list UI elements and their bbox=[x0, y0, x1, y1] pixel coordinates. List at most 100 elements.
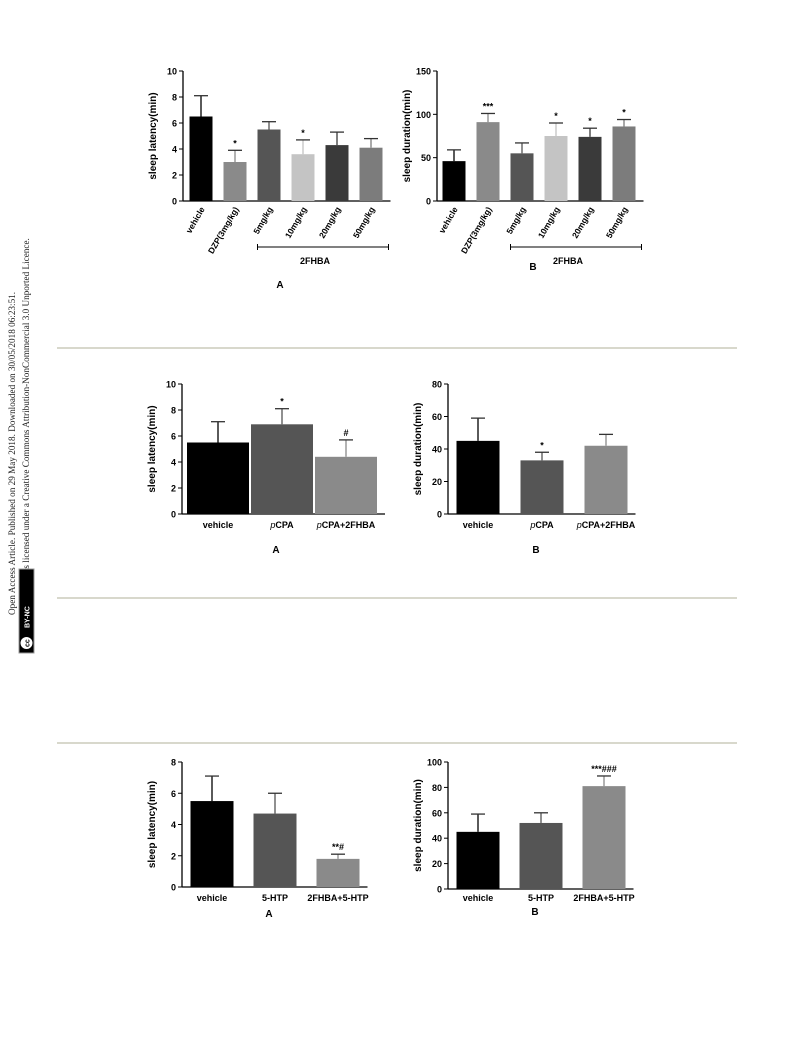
y-tick-label: 0 bbox=[437, 885, 442, 895]
y-axis-label: sleep duration(min) bbox=[402, 90, 413, 183]
x-tick-label: DZP(3mg/kg) bbox=[459, 205, 494, 256]
y-tick-label: 6 bbox=[172, 119, 177, 129]
bar bbox=[257, 129, 281, 201]
significance-marker: # bbox=[343, 428, 348, 438]
x-tick-label: 2FHBA+5-HTP bbox=[307, 893, 368, 903]
x-tick-label: vehicle bbox=[437, 205, 460, 235]
y-tick-label: 80 bbox=[432, 380, 442, 390]
y-tick-label: 2 bbox=[171, 851, 176, 861]
chart-svg: 0 2 4 6 8 10 sleep latency(min) vehicle * DZP(3mg… bbox=[148, 67, 391, 291]
x-tick-label: pCPA+2FHBA bbox=[316, 520, 376, 530]
y-tick-label: 8 bbox=[172, 93, 177, 103]
bar bbox=[442, 161, 466, 201]
y-axis-label: sleep duration(min) bbox=[413, 779, 424, 872]
licence-side-note: Open Access Article. Published on 29 May… bbox=[0, 0, 40, 660]
x-tick-label: vehicle bbox=[184, 205, 207, 235]
y-tick-label: 2 bbox=[171, 484, 176, 494]
y-tick-label: 20 bbox=[432, 477, 442, 487]
bar bbox=[359, 147, 383, 201]
x-tick-label-rest: CPA+2FHBA bbox=[322, 520, 376, 530]
section-divider-2 bbox=[57, 597, 737, 599]
cc-badge-symbol: cc bbox=[25, 639, 32, 647]
x-tick-label-rest: CPA bbox=[275, 520, 294, 530]
panel-label: A bbox=[276, 280, 283, 291]
panel-label: A bbox=[272, 545, 279, 556]
bar bbox=[578, 136, 602, 201]
x-tick-label-rest: CPA bbox=[535, 520, 554, 530]
x-tick-label: 5-HTP bbox=[528, 893, 554, 903]
x-tick-label-italic-p: p bbox=[529, 520, 535, 530]
bar bbox=[582, 786, 626, 889]
chart-latency-5htp: 0 2 4 6 8 sleep latency(min) vehicle 5-HTP **# 2F… bbox=[140, 752, 400, 927]
y-tick-label: 50 bbox=[421, 153, 431, 163]
bar bbox=[189, 116, 213, 201]
y-tick-label: 0 bbox=[171, 510, 176, 520]
bar bbox=[187, 442, 249, 514]
panel-label: B bbox=[531, 907, 538, 918]
significance-marker: * bbox=[588, 116, 592, 126]
bar bbox=[510, 153, 534, 201]
y-tick-label: 40 bbox=[432, 834, 442, 844]
y-tick-label: 100 bbox=[427, 758, 442, 768]
y-tick-label: 150 bbox=[416, 67, 431, 77]
bar bbox=[476, 122, 500, 201]
y-tick-label: 60 bbox=[432, 808, 442, 818]
x-tick-label: DZP(3mg/kg) bbox=[206, 205, 241, 256]
y-axis-label: sleep latency(min) bbox=[147, 781, 158, 868]
chart-latency-pcpa: 0 2 4 6 8 10 sleep latency(min) vehicle * pCPA # pC… bbox=[140, 375, 400, 560]
significance-marker: * bbox=[554, 111, 558, 121]
bar bbox=[519, 822, 563, 889]
bar bbox=[315, 456, 377, 514]
significance-marker: * bbox=[301, 128, 305, 138]
y-tick-label: 40 bbox=[432, 445, 442, 455]
bar bbox=[520, 460, 564, 514]
x-tick-label: vehicle bbox=[463, 520, 494, 530]
chart-duration-pcpa: 0 20 40 60 80 sleep duration(min) vehicle * pCPA… bbox=[410, 375, 660, 560]
x-tick-label-italic-p: p bbox=[576, 520, 582, 530]
y-axis-label: sleep duration(min) bbox=[413, 403, 424, 496]
x-tick-label: 10mg/kg bbox=[536, 205, 562, 240]
y-tick-label: 6 bbox=[171, 789, 176, 799]
panel-label: B bbox=[529, 262, 536, 273]
y-tick-label: 0 bbox=[172, 197, 177, 207]
chart-latency-dose: 0 2 4 6 8 10 sleep latency(min) vehicle * DZP(3mg… bbox=[140, 60, 400, 300]
bar bbox=[251, 424, 313, 514]
bar bbox=[291, 154, 315, 201]
bar bbox=[190, 801, 234, 887]
y-tick-label: 4 bbox=[171, 458, 176, 468]
cc-by-nc-badge[interactable]: cc BY-NC bbox=[18, 568, 35, 654]
licence-line-open-access: Open Access Article. Published on 29 May… bbox=[7, 292, 17, 615]
y-tick-label: 20 bbox=[432, 859, 442, 869]
y-tick-label: 0 bbox=[426, 197, 431, 207]
bar bbox=[612, 126, 636, 201]
y-tick-label: 2 bbox=[172, 171, 177, 181]
bar bbox=[584, 445, 628, 514]
bar bbox=[325, 145, 349, 201]
significance-marker: * bbox=[622, 108, 626, 118]
x-tick-label: 5mg/kg bbox=[504, 205, 528, 236]
y-tick-label: 4 bbox=[172, 145, 177, 155]
x-tick-label: 5mg/kg bbox=[251, 205, 275, 236]
chart-duration-5htp: 0 20 40 60 80 100 sleep duration(min) vehicle 5-… bbox=[410, 752, 660, 927]
chart-svg: 0 20 40 60 80 100 sleep duration(min) vehicle 5-… bbox=[413, 758, 635, 919]
x-tick-label: pCPA bbox=[269, 520, 294, 530]
x-tick-label-italic-p: p bbox=[269, 520, 275, 530]
bar bbox=[544, 136, 568, 201]
chart-duration-dose: 0 50 100 150 sleep duration(min) vehicle *** DZ… bbox=[400, 60, 660, 300]
y-tick-label: 10 bbox=[166, 380, 176, 390]
x-tick-label: 20mg/kg bbox=[570, 205, 596, 240]
cc-badge-label: BY-NC bbox=[25, 606, 32, 628]
y-tick-label: 8 bbox=[171, 406, 176, 416]
y-tick-label: 80 bbox=[432, 783, 442, 793]
chart-svg: 0 2 4 6 8 sleep latency(min) vehicle 5-HTP **# 2F… bbox=[147, 758, 369, 921]
significance-marker: *** bbox=[483, 101, 494, 111]
x-tick-label: 20mg/kg bbox=[317, 205, 343, 240]
y-tick-label: 60 bbox=[432, 412, 442, 422]
bar bbox=[223, 162, 247, 201]
bar bbox=[253, 813, 297, 887]
bar bbox=[456, 831, 500, 889]
y-tick-label: 6 bbox=[171, 432, 176, 442]
x-tick-label: 2FHBA+5-HTP bbox=[573, 893, 634, 903]
